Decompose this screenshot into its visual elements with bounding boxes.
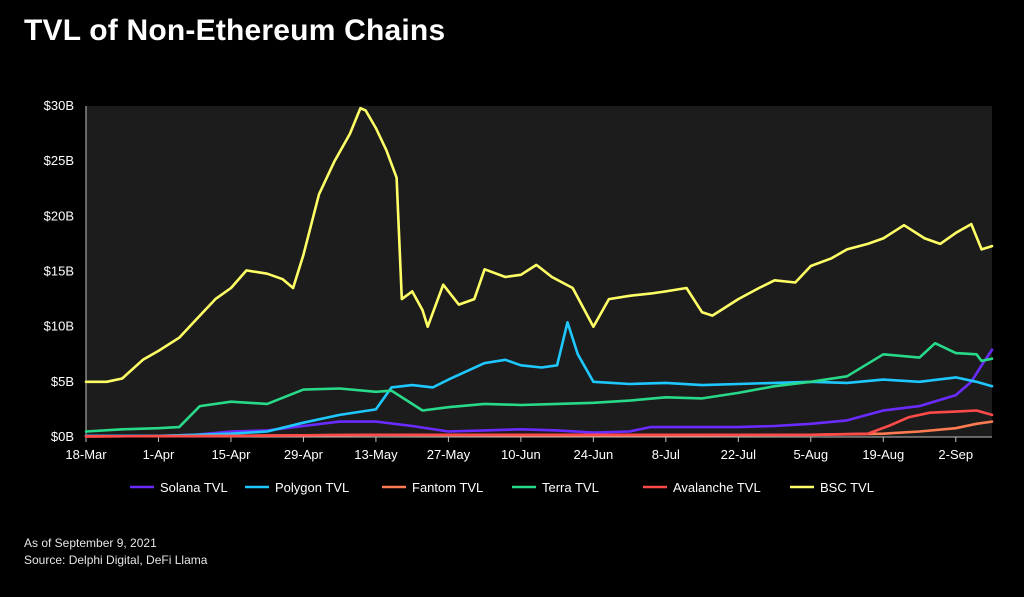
series-layer xyxy=(84,106,994,438)
y-tick-label: $5B xyxy=(51,374,74,389)
x-tick-label: 10-Jun xyxy=(501,447,541,462)
legend-label-avalanche-tvl: Avalanche TVL xyxy=(673,480,761,495)
x-tick-label: 29-Apr xyxy=(284,447,324,462)
footnote: As of September 9, 2021 Source: Delphi D… xyxy=(24,535,207,569)
legend-label-fantom-tvl: Fantom TVL xyxy=(412,480,483,495)
line-chart: $0B $5B $10B $15B $20B $25B $30B 18-Mar 1-Apr 15… xyxy=(44,98,994,495)
legend-label-solana-tvl: Solana TVL xyxy=(160,480,228,495)
x-tick-label: 18-Mar xyxy=(65,447,107,462)
x-tick-label: 1-Apr xyxy=(143,447,175,462)
x-tick-label: 24-Jun xyxy=(573,447,613,462)
legend-label-terra-tvl: Terra TVL xyxy=(542,480,599,495)
x-tick-label: 5-Aug xyxy=(793,447,828,462)
footnote-source: Source: Delphi Digital, DeFi Llama xyxy=(24,553,208,567)
x-tick-label: 27-May xyxy=(427,447,471,462)
x-tick-label: 13-May xyxy=(354,447,398,462)
series-line-avalanche-tvl xyxy=(84,409,994,438)
x-tick-label: 15-Apr xyxy=(211,447,251,462)
legend-label-bsc-tvl: BSC TVL xyxy=(820,480,874,495)
x-axis: 18-Mar 1-Apr 15-Apr 29-Apr 13-May 27-May 10-Ju… xyxy=(65,436,992,462)
x-tick-label: 19-Aug xyxy=(862,447,904,462)
series-line-bsc-tvl xyxy=(84,106,994,384)
y-tick-label: $0B xyxy=(51,429,74,444)
y-tick-label: $15B xyxy=(44,264,74,279)
y-tick-label: $10B xyxy=(44,319,74,334)
plot-area xyxy=(86,106,992,437)
legend: Solana TVL Polygon TVL Fantom TVL Terra TVL… xyxy=(130,480,874,495)
y-tick-label: $25B xyxy=(44,153,74,168)
x-tick-label: 8-Jul xyxy=(652,447,680,462)
y-tick-label: $20B xyxy=(44,208,74,223)
legend-label-polygon-tvl: Polygon TVL xyxy=(275,480,349,495)
series-line-terra-tvl xyxy=(84,341,994,433)
y-axis: $0B $5B $10B $15B $20B $25B $30B xyxy=(44,98,87,444)
x-tick-label: 2-Sep xyxy=(938,447,973,462)
series-line-polygon-tvl xyxy=(84,321,994,438)
chart-title: TVL of Non-Ethereum Chains xyxy=(24,14,446,47)
footnote-date: As of September 9, 2021 xyxy=(24,536,157,550)
y-tick-label: $30B xyxy=(44,98,74,113)
x-tick-label: 22-Jul xyxy=(721,447,757,462)
